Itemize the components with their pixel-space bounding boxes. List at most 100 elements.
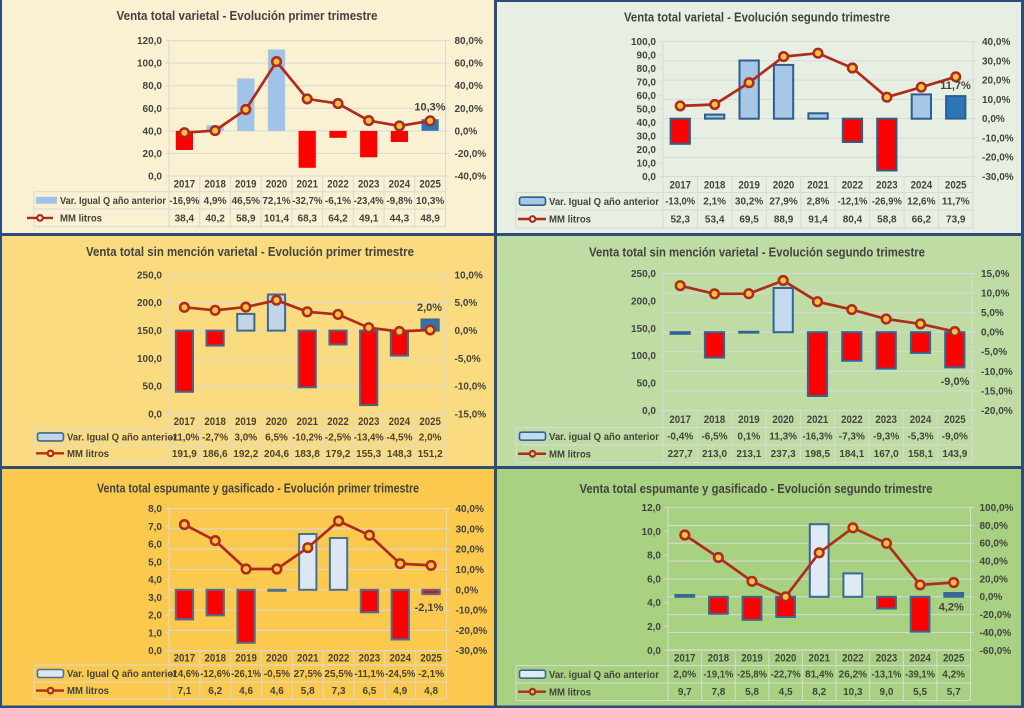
svg-text:-13,4%: -13,4% — [354, 432, 384, 443]
svg-text:60,0%: 60,0% — [455, 59, 483, 70]
svg-text:81,4%: 81,4% — [805, 670, 833, 681]
svg-text:30,0%: 30,0% — [456, 524, 484, 535]
svg-text:-11,1%: -11,1% — [354, 669, 384, 680]
svg-text:5,5: 5,5 — [913, 687, 927, 698]
svg-text:-5,3%: -5,3% — [907, 432, 933, 443]
svg-text:-20,0%: -20,0% — [982, 153, 1014, 164]
svg-text:101,4: 101,4 — [264, 213, 289, 224]
svg-text:Venta total varietal - Evoluci: Venta total varietal - Evolución primer … — [117, 8, 378, 23]
svg-text:0,0%: 0,0% — [980, 592, 1003, 603]
svg-text:-2,5%: -2,5% — [325, 432, 351, 443]
svg-text:7,3: 7,3 — [332, 686, 346, 697]
svg-text:69,5: 69,5 — [739, 214, 759, 225]
svg-text:-14,6%: -14,6% — [169, 669, 199, 680]
svg-text:-20,0%: -20,0% — [980, 610, 1012, 621]
svg-text:4,5: 4,5 — [779, 687, 793, 698]
svg-text:2019: 2019 — [738, 414, 760, 426]
svg-text:8,0: 8,0 — [647, 551, 661, 562]
svg-text:2021: 2021 — [807, 414, 829, 426]
svg-text:Venta total sin mención variet: Venta total sin mención varietal - Evolu… — [589, 245, 925, 260]
svg-text:40,0%: 40,0% — [456, 504, 484, 515]
svg-text:12,0: 12,0 — [642, 503, 662, 514]
svg-text:44,3: 44,3 — [390, 213, 410, 224]
svg-text:4,6: 4,6 — [239, 686, 253, 697]
svg-text:-20,0%: -20,0% — [456, 626, 488, 637]
svg-text:30,0%: 30,0% — [982, 56, 1010, 67]
svg-text:2021: 2021 — [297, 179, 319, 191]
svg-text:-39,1%: -39,1% — [905, 670, 935, 681]
svg-text:Var. Igual Q año anterior: Var. Igual Q año anterior — [549, 196, 659, 208]
svg-text:80,0%: 80,0% — [980, 521, 1008, 532]
svg-text:-30,0%: -30,0% — [456, 646, 488, 657]
svg-text:2017: 2017 — [674, 652, 696, 664]
svg-text:2018: 2018 — [205, 653, 227, 665]
svg-text:20,0%: 20,0% — [455, 104, 483, 115]
svg-text:49,1: 49,1 — [359, 213, 379, 224]
svg-text:3,0%: 3,0% — [234, 432, 257, 443]
svg-text:20,0%: 20,0% — [982, 76, 1010, 87]
svg-text:40,0%: 40,0% — [982, 37, 1010, 48]
svg-text:-0,5%: -0,5% — [264, 669, 290, 680]
svg-text:80,4: 80,4 — [843, 214, 863, 225]
svg-text:2017: 2017 — [174, 179, 196, 191]
svg-text:6,2: 6,2 — [208, 686, 222, 697]
svg-text:Var. Igual Q año anterior: Var. Igual Q año anterior — [67, 668, 177, 680]
svg-text:120,0: 120,0 — [137, 36, 162, 47]
svg-text:-2,1%: -2,1% — [418, 669, 444, 680]
svg-text:2017: 2017 — [669, 414, 691, 426]
svg-text:250,0: 250,0 — [631, 269, 656, 280]
svg-text:183,8: 183,8 — [295, 449, 320, 460]
svg-text:70,0: 70,0 — [637, 78, 657, 89]
svg-text:80,0: 80,0 — [143, 81, 163, 92]
svg-text:25,5%: 25,5% — [324, 669, 352, 680]
svg-text:30,2%: 30,2% — [735, 197, 763, 208]
svg-text:MM litros: MM litros — [67, 448, 109, 460]
svg-text:40,0: 40,0 — [637, 118, 657, 129]
svg-text:0,0%: 0,0% — [455, 326, 478, 337]
svg-text:2019: 2019 — [235, 653, 257, 665]
svg-text:6,0: 6,0 — [647, 574, 661, 585]
svg-text:10,3%: 10,3% — [416, 196, 444, 207]
svg-text:-2,7%: -2,7% — [202, 432, 228, 443]
svg-text:4,2%: 4,2% — [942, 670, 965, 681]
svg-text:-12,6%: -12,6% — [200, 669, 230, 680]
svg-text:2025: 2025 — [943, 652, 965, 664]
svg-text:2025: 2025 — [944, 414, 966, 426]
svg-text:-10,2%: -10,2% — [292, 432, 322, 443]
svg-text:20,0%: 20,0% — [456, 545, 484, 556]
svg-text:-24,5%: -24,5% — [385, 669, 415, 680]
svg-text:27,5%: 27,5% — [294, 669, 322, 680]
svg-text:90,0: 90,0 — [637, 51, 657, 62]
svg-text:2020: 2020 — [266, 653, 288, 665]
svg-text:27,9%: 27,9% — [769, 197, 797, 208]
svg-text:Venta total espumante y gasifi: Venta total espumante y gasificado - Evo… — [580, 481, 933, 496]
svg-text:186,6: 186,6 — [203, 449, 228, 460]
svg-text:-26,9%: -26,9% — [872, 197, 902, 208]
svg-text:72,1%: 72,1% — [262, 196, 290, 207]
svg-text:38,4: 38,4 — [175, 213, 195, 224]
svg-text:Var. Igual Q año anterior: Var. Igual Q año anterior — [60, 195, 166, 207]
svg-text:64,2: 64,2 — [328, 213, 348, 224]
svg-text:68,3: 68,3 — [298, 213, 318, 224]
svg-text:60,0%: 60,0% — [980, 539, 1008, 550]
svg-text:-10,0%: -10,0% — [456, 606, 488, 617]
svg-text:11,3%: 11,3% — [769, 432, 797, 443]
svg-text:184,1: 184,1 — [839, 449, 864, 460]
svg-text:10,0: 10,0 — [637, 159, 657, 170]
svg-text:5,8: 5,8 — [301, 686, 315, 697]
svg-text:0,0%: 0,0% — [982, 114, 1005, 125]
svg-text:4,9%: 4,9% — [204, 196, 227, 207]
svg-text:-40,0%: -40,0% — [980, 628, 1012, 639]
svg-text:200,0: 200,0 — [137, 298, 162, 309]
svg-text:2018: 2018 — [708, 652, 730, 664]
svg-text:-23,4%: -23,4% — [354, 196, 384, 207]
svg-text:2023: 2023 — [358, 179, 380, 191]
svg-text:2021: 2021 — [297, 416, 319, 428]
svg-text:0,0: 0,0 — [148, 171, 162, 182]
svg-text:40,2: 40,2 — [205, 213, 225, 224]
svg-text:20,0: 20,0 — [637, 145, 657, 156]
svg-text:2023: 2023 — [876, 652, 898, 664]
svg-text:50,0: 50,0 — [143, 382, 163, 393]
svg-text:5,0: 5,0 — [148, 557, 162, 568]
svg-text:0,0: 0,0 — [148, 646, 162, 657]
